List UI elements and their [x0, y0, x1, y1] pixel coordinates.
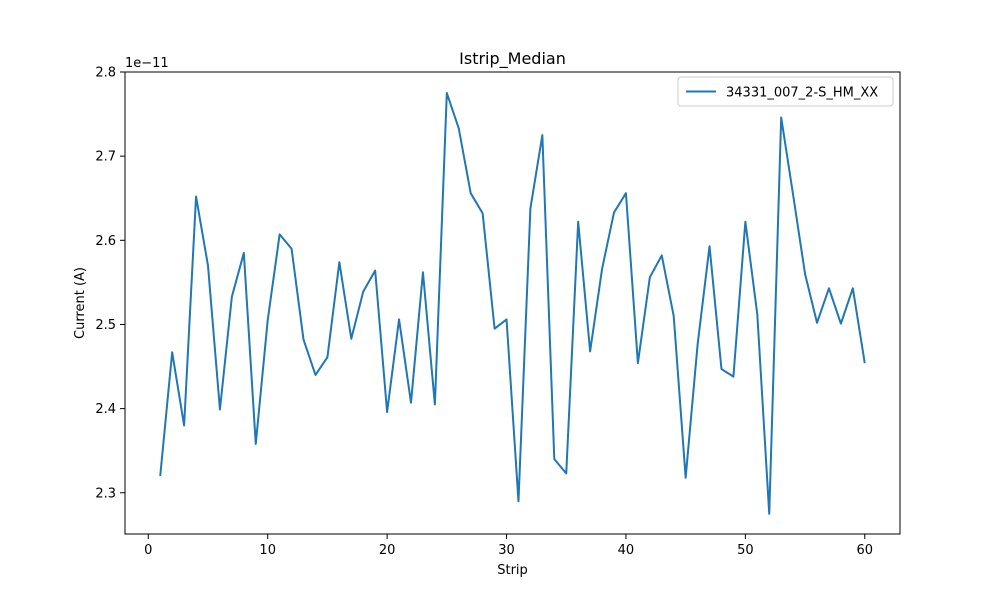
data-point — [780, 116, 783, 119]
data-point — [708, 245, 711, 248]
data-point — [577, 220, 580, 223]
legend: 34331_007_2-S_HM_XX — [677, 76, 894, 107]
series-line — [159, 92, 866, 515]
data-point — [613, 211, 616, 214]
data-point — [863, 362, 866, 365]
data-point — [816, 321, 819, 324]
data-point — [206, 264, 209, 267]
data-point — [362, 290, 365, 293]
x-tick-label: 40 — [618, 543, 635, 558]
data-point — [481, 212, 484, 215]
data-point — [589, 350, 592, 353]
x-tick-label: 20 — [379, 543, 396, 558]
data-point — [242, 251, 245, 254]
data-point — [720, 368, 723, 371]
data-point — [338, 261, 341, 264]
data-point — [218, 408, 221, 411]
x-tick-label: 60 — [856, 543, 873, 558]
data-point — [493, 327, 496, 330]
data-point — [314, 373, 317, 376]
data-point — [851, 287, 854, 290]
data-point — [278, 233, 281, 236]
data-point — [159, 474, 162, 477]
data-point — [445, 92, 448, 95]
data-point — [326, 356, 329, 359]
data-point — [660, 254, 663, 257]
data-point — [183, 424, 186, 427]
data-point — [792, 193, 795, 196]
data-point — [374, 269, 377, 272]
data-point — [457, 127, 460, 130]
chart-title: Istrip_Median — [459, 49, 566, 69]
y-tick-label: 2.7 — [95, 150, 116, 165]
data-point — [732, 375, 735, 378]
data-point — [601, 267, 604, 270]
data-point — [195, 195, 198, 198]
data-point — [421, 271, 424, 274]
data-point — [684, 476, 687, 479]
data-point — [839, 322, 842, 325]
series-layer — [159, 92, 866, 515]
y-tick-label: 2.4 — [95, 402, 116, 417]
data-point — [350, 337, 353, 340]
data-point — [648, 276, 651, 279]
plot-frame — [124, 71, 901, 535]
x-axis-ticks: 0 10 20 30 40 50 60 — [144, 534, 873, 558]
data-point — [529, 207, 532, 210]
x-tick-label: 10 — [259, 543, 276, 558]
data-point — [672, 315, 675, 318]
x-axis-label: Strip — [497, 563, 528, 578]
data-point — [517, 500, 520, 503]
data-point — [827, 287, 830, 290]
y-axis-label: Current (A) — [73, 267, 88, 339]
x-tick-label: 0 — [144, 543, 152, 558]
y-tick-label: 2.6 — [95, 234, 116, 249]
data-point — [553, 458, 556, 461]
data-point — [302, 338, 305, 341]
data-point — [744, 220, 747, 223]
data-point — [696, 343, 699, 346]
data-point — [505, 318, 508, 321]
y-tick-label: 2.3 — [95, 486, 116, 501]
legend-label: 34331_007_2-S_HM_XX — [726, 86, 878, 101]
data-point — [290, 247, 293, 250]
y-axis-ticks: 2.3 2.4 2.5 2.6 2.7 2.8 — [95, 66, 125, 501]
data-point — [386, 410, 389, 413]
y-axis-offset-label: 1e−11 — [125, 56, 169, 71]
data-point — [410, 401, 413, 404]
data-point — [541, 134, 544, 137]
data-point — [433, 403, 436, 406]
plot-area — [125, 72, 900, 534]
data-point — [254, 442, 257, 445]
data-point — [804, 272, 807, 275]
y-tick-label: 2.8 — [95, 66, 116, 81]
data-point — [756, 313, 759, 316]
data-point — [624, 192, 627, 195]
data-point — [230, 295, 233, 298]
data-point — [768, 512, 771, 515]
data-point — [565, 472, 568, 475]
axes — [124, 71, 901, 535]
data-point — [469, 192, 472, 195]
data-point — [171, 351, 174, 354]
legend-box — [677, 76, 894, 107]
x-tick-label: 30 — [498, 543, 515, 558]
x-tick-label: 50 — [737, 543, 754, 558]
data-point — [398, 318, 401, 321]
y-tick-label: 2.5 — [95, 318, 116, 333]
data-point — [636, 362, 639, 365]
data-point — [266, 319, 269, 322]
